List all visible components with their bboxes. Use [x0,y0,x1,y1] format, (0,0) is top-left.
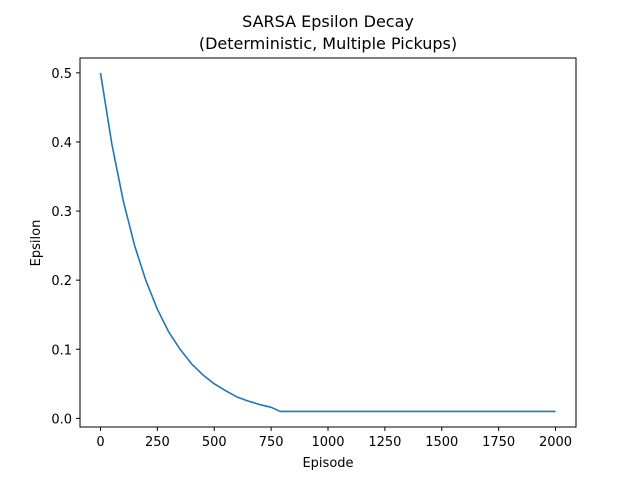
y-tick-label: 0.4 [51,136,72,151]
y-tick-label: 0.5 [51,67,72,82]
y-tick-label: 0.2 [51,274,72,289]
y-tick-label: 0.0 [51,412,72,427]
x-tick-label: 1500 [425,435,458,450]
x-tick-label: 250 [145,435,170,450]
x-tick-label: 1750 [482,435,515,450]
x-tick-label: 500 [202,435,227,450]
x-tick-label: 2000 [539,435,572,450]
series-layer [99,72,556,413]
y-axis-ticks: 0.0 0.1 0.2 0.3 0.4 0.5 [51,67,80,427]
x-tick-label: 750 [259,435,284,450]
y-tick-label: 0.1 [51,343,72,358]
x-tick-label: 1250 [368,435,401,450]
x-axis-label: Episode [302,456,353,471]
y-tick-label: 0.3 [51,205,72,220]
x-tick-label: 0 [96,435,104,450]
x-axis-ticks: 0 250 500 750 1000 1250 1500 1750 2000 [96,427,572,450]
epsilon-series-line [99,72,556,413]
y-axis-label: Epsilon [29,220,44,267]
chart-title-line-2: (Deterministic, Multiple Pickups) [199,34,457,53]
plot-frame [79,57,577,428]
chart-title-line-1: SARSA Epsilon Decay [242,12,414,31]
x-tick-label: 1000 [311,435,344,450]
